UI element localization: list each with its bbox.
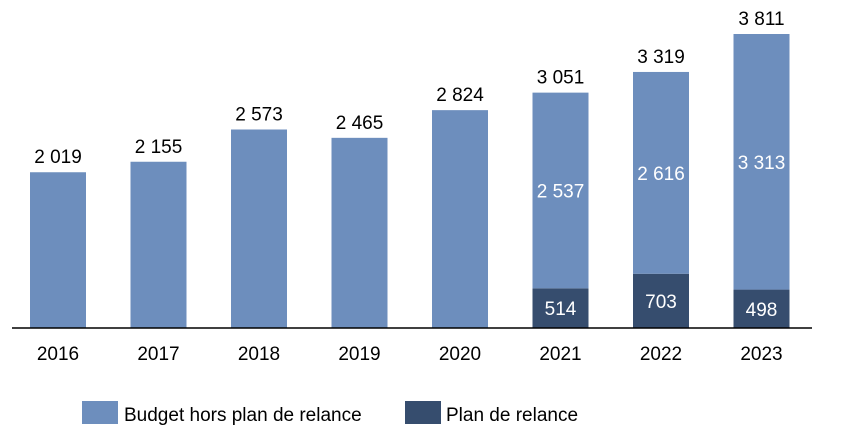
bar-2021-budget (532, 92, 589, 289)
x-tick-label-2020: 2020 (439, 344, 481, 365)
x-tick-label-2017: 2017 (137, 344, 179, 365)
total-label-2016: 2 019 (34, 147, 82, 168)
bar-2023-budget (733, 34, 790, 290)
x-tick-label-2023: 2023 (740, 344, 782, 365)
data-label-2023-budget: 3 313 (738, 153, 786, 174)
total-label-2022: 3 319 (637, 47, 685, 68)
bar-2021-plan (532, 288, 589, 328)
bar-2020-budget (432, 110, 488, 329)
bar-2023-plan (733, 289, 790, 328)
data-label-2022-plan: 703 (645, 292, 677, 313)
labels-group: 2 019 2016 2 155 2017 2 573 2018 2 465 2019 2 82… (34, 9, 785, 365)
bar-2017-budget (130, 161, 187, 328)
bar-2016-budget (30, 172, 86, 328)
total-label-2023: 3 811 (738, 9, 784, 30)
total-label-2018: 2 573 (235, 105, 283, 126)
x-tick-label-2021: 2021 (539, 344, 581, 365)
total-label-2019: 2 465 (336, 113, 384, 134)
legend-label-budget: Budget hors plan de relance (124, 405, 362, 426)
bars-group (30, 34, 790, 329)
bar-2019-budget (331, 137, 388, 328)
legend-label-plan: Plan de relance (446, 405, 578, 426)
bar-2022-budget (633, 71, 689, 274)
legend: Budget hors plan de relance Plan de rela… (82, 401, 578, 426)
total-label-2017: 2 155 (135, 137, 183, 158)
x-tick-label-2018: 2018 (238, 344, 280, 365)
data-label-2021-budget: 2 537 (537, 181, 585, 202)
legend-swatch-budget (82, 401, 118, 424)
legend-swatch-plan (405, 401, 441, 424)
data-label-2022-budget: 2 616 (637, 164, 685, 185)
total-label-2020: 2 824 (436, 85, 484, 106)
bar-2022-plan (633, 273, 689, 328)
x-tick-label-2022: 2022 (640, 344, 682, 365)
x-tick-label-2019: 2019 (338, 344, 380, 365)
total-label-2021: 3 051 (537, 68, 585, 89)
bar-2018-budget (231, 129, 287, 328)
x-tick-label-2016: 2016 (37, 344, 79, 365)
data-label-2021-plan: 514 (545, 299, 577, 320)
data-label-2023-plan: 498 (746, 300, 778, 321)
